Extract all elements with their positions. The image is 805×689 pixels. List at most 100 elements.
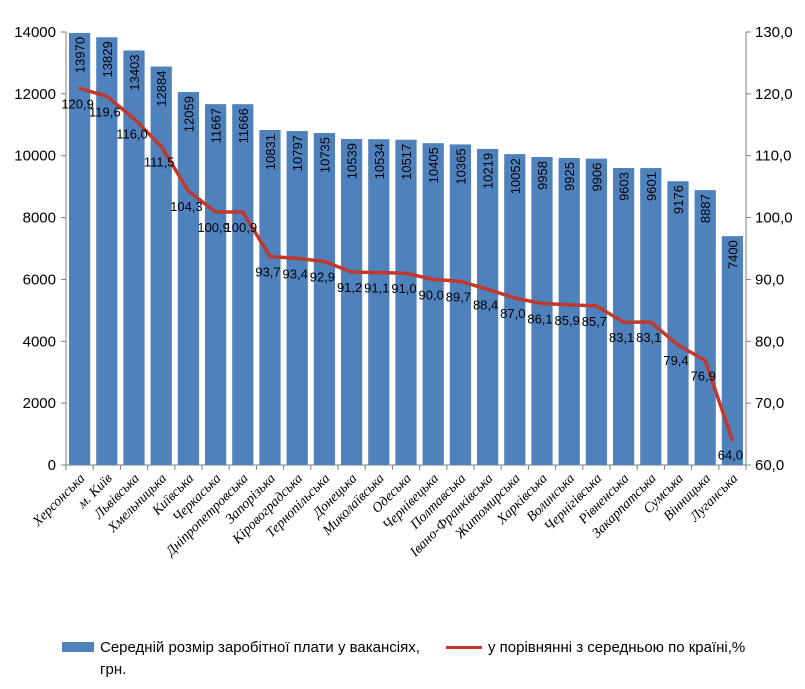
bar <box>259 130 281 466</box>
line-value-label: 79,4 <box>663 353 688 368</box>
bar-value-label: 10052 <box>508 158 523 194</box>
bar <box>585 158 608 465</box>
line-point <box>431 277 435 281</box>
bar-value-label: 10534 <box>372 143 387 179</box>
right-tick-label: 80,0 <box>755 333 784 350</box>
bar-value-label: 11666 <box>236 108 251 143</box>
left-tick-label: 10000 <box>14 148 56 165</box>
bar-value-label: 10797 <box>290 135 305 171</box>
line-point <box>458 279 462 283</box>
line-point <box>322 259 326 263</box>
line-point <box>350 270 354 274</box>
bar-value-label: 10405 <box>426 147 441 183</box>
left-tick-label: 2000 <box>23 395 56 412</box>
left-tick-label: 8000 <box>23 210 56 227</box>
line-value-label: 93,7 <box>255 265 280 280</box>
right-tick-label: 60,0 <box>755 457 784 474</box>
bar <box>558 158 580 465</box>
line-point <box>268 255 272 259</box>
line-point <box>377 271 381 275</box>
bar <box>721 236 744 465</box>
bar-value-label: 9925 <box>562 162 577 191</box>
bar-value-label: 10735 <box>317 137 332 173</box>
line-point <box>567 303 571 307</box>
bar-value-label: 9603 <box>617 172 632 201</box>
bar <box>422 143 444 465</box>
line-value-label: 91,1 <box>364 281 389 296</box>
left-tick-label: 0 <box>48 457 56 474</box>
line-value-label: 119,6 <box>89 104 121 119</box>
bar <box>232 104 254 465</box>
bar-value-label: 9176 <box>671 185 686 214</box>
bar <box>204 104 227 465</box>
bar-value-label: 10539 <box>345 143 360 179</box>
line-point <box>676 343 680 347</box>
bar-value-label: 9958 <box>535 161 550 190</box>
legend-line-swatch <box>446 646 482 649</box>
line-point <box>241 210 245 214</box>
bar <box>667 181 689 465</box>
bar <box>313 132 336 465</box>
line-point <box>159 144 163 148</box>
bar <box>340 139 363 465</box>
bar-value-label: 10517 <box>399 144 414 180</box>
bar <box>96 37 118 465</box>
line-value-label: 93,4 <box>283 266 308 281</box>
line-point <box>649 320 653 324</box>
line-value-label: 83,1 <box>636 330 661 345</box>
line-point <box>622 320 626 324</box>
line-value-label: 111,5 <box>144 154 175 169</box>
line-value-label: 87,0 <box>500 306 525 321</box>
right-tick-label: 90,0 <box>755 271 784 288</box>
line-value-label: 91,2 <box>337 280 362 295</box>
line-point <box>105 94 109 98</box>
bar <box>504 154 526 465</box>
line-value-label: 91,0 <box>391 281 416 296</box>
line-point <box>730 438 734 442</box>
line-point <box>594 304 598 308</box>
line-value-label: 100,9 <box>197 220 230 235</box>
bar-value-label: 10365 <box>453 148 468 184</box>
bar-value-label: 9906 <box>589 163 604 192</box>
line-value-label: 120,9 <box>61 96 94 111</box>
bar <box>68 32 91 465</box>
bar-value-label: 12884 <box>154 71 169 107</box>
bar-value-label: 10219 <box>481 153 496 189</box>
right-tick-label: 110,0 <box>755 148 791 165</box>
bar <box>286 131 308 465</box>
line-value-label: 92,9 <box>310 269 335 284</box>
line-point <box>404 271 408 275</box>
bar <box>476 148 499 466</box>
line-point <box>540 302 544 306</box>
line-value-label: 90,0 <box>419 287 444 302</box>
line-point <box>295 256 299 260</box>
line-value-label: 104,3 <box>170 199 203 214</box>
line-point <box>486 287 490 291</box>
right-tick-label: 70,0 <box>755 395 784 412</box>
line-point <box>214 210 218 214</box>
bar-value-label: 10831 <box>263 134 278 170</box>
right-tick-label: 130,0 <box>755 24 793 41</box>
bar <box>368 139 390 465</box>
line-value-label: 116,0 <box>116 127 148 142</box>
legend-bar-label: Середній розмір заробітної плати у вакан… <box>100 639 420 678</box>
line-value-label: 85,9 <box>555 313 580 328</box>
bar-value-label: 13970 <box>73 37 88 73</box>
left-tick-label: 6000 <box>23 271 56 288</box>
bar <box>640 168 662 465</box>
bar <box>531 157 553 465</box>
line-value-label: 64,0 <box>718 447 743 462</box>
combo-chart: 0 2000 4000 6000 8000 10000 12000 14000 60,0 70,0… <box>14 24 793 561</box>
bar-value-label: 7400 <box>725 240 740 269</box>
line-value-label: 85,7 <box>582 314 607 329</box>
legend-item-bar: Середній розмір заробітної плати у вакан… <box>62 637 430 681</box>
bar <box>177 92 200 466</box>
bar-value-label: 12059 <box>181 96 196 132</box>
left-tick-label: 12000 <box>14 86 56 103</box>
legend-line-label: у порівнянні з середньою по країні,% <box>488 639 746 656</box>
bar-value-label: 9601 <box>644 172 659 201</box>
bar <box>123 50 145 465</box>
bar-value-label: 8887 <box>698 194 713 223</box>
line-point <box>513 296 517 300</box>
line-point <box>703 358 707 362</box>
